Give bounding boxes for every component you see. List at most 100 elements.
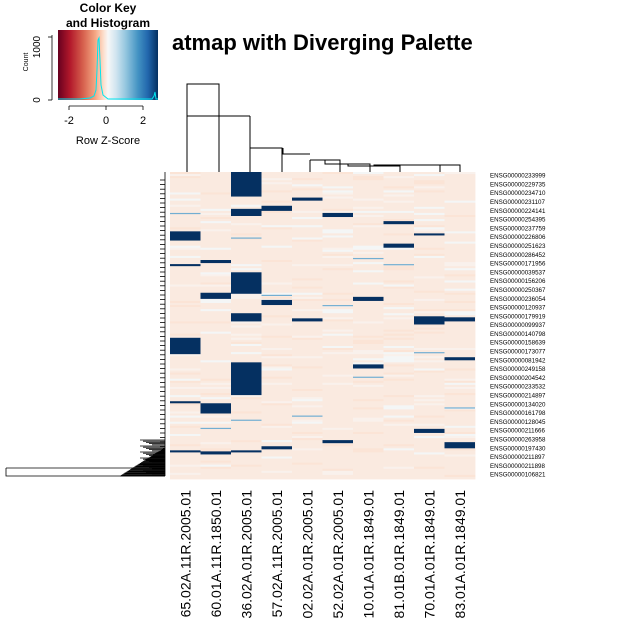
heatmap-cell	[170, 456, 201, 459]
row-label: ENSG00000081942	[490, 357, 546, 364]
heatmap-cell	[353, 417, 384, 421]
heatmap-cell	[170, 431, 201, 435]
heatmap-cell	[200, 241, 232, 245]
heatmap-cell	[261, 429, 293, 433]
heatmap-cell	[261, 268, 293, 271]
heatmap-cell	[231, 411, 262, 414]
heatmap-cell	[261, 227, 293, 230]
heatmap-cell	[353, 468, 384, 472]
row-dendrogram	[5, 172, 166, 477]
heatmap-cell	[200, 462, 232, 466]
heatmap-cell	[200, 384, 232, 388]
heatmap-cell	[231, 235, 262, 238]
heatmap-cell	[231, 221, 262, 224]
heatmap-high-block	[322, 440, 353, 444]
heatmap-cell	[292, 382, 323, 386]
row-label: ENSG00000286452	[490, 252, 546, 259]
heatmap-cell	[292, 397, 323, 400]
heatmap-cell	[200, 442, 232, 445]
heatmap-cell	[322, 196, 354, 200]
heatmap-cell	[292, 315, 323, 318]
heatmap-cell	[322, 417, 354, 421]
heatmap-cell	[383, 172, 415, 175]
heatmap-cell	[444, 298, 476, 302]
heatmap-cell	[261, 309, 293, 312]
heatmap-cell	[292, 190, 323, 193]
row-label: ENSG00000134020	[490, 401, 546, 408]
heatmap-cell	[231, 360, 262, 363]
heatmap-cell	[444, 388, 476, 392]
heatmap-cell	[322, 302, 354, 306]
heatmap-cell	[292, 411, 323, 414]
heatmap-cell	[353, 247, 384, 251]
heatmap-cell	[170, 313, 201, 316]
heatmap-cell	[322, 403, 354, 406]
heatmap-cell	[170, 411, 201, 414]
heatmap-cell	[353, 372, 384, 376]
heatmap-cell	[322, 296, 354, 300]
heatmap-cell	[353, 214, 384, 218]
heatmap-cell	[170, 274, 201, 277]
heatmap-cell	[414, 448, 445, 451]
heatmap-cell	[261, 235, 293, 238]
heatmap-cell	[383, 456, 415, 459]
heatmap-cell	[322, 276, 354, 279]
heatmap-cell	[322, 290, 354, 294]
heatmap-cell	[200, 358, 232, 361]
heatmap-cell	[383, 327, 415, 330]
heatmap-cell	[444, 419, 476, 423]
heatmap-cell	[322, 444, 354, 447]
heatmap-cell	[353, 386, 384, 390]
heatmap-cell	[322, 266, 354, 269]
heatmap-cell	[353, 202, 384, 206]
heatmap-cell	[200, 249, 232, 253]
heatmap-cell	[261, 294, 293, 298]
heatmap-cell	[170, 390, 201, 394]
heatmap-cell	[444, 251, 476, 255]
heatmap-cell	[200, 235, 232, 238]
heatmap-cell	[170, 388, 201, 392]
heatmap-cell	[322, 270, 354, 273]
heatmap-cell	[200, 341, 232, 345]
heatmap-cell	[414, 286, 445, 290]
heatmap-cell	[170, 476, 201, 480]
heatmap-cell	[200, 368, 232, 371]
heatmap-cell	[353, 266, 384, 269]
color-key-density-curve	[58, 36, 158, 100]
heatmap-cell	[170, 292, 201, 296]
heatmap-cell	[322, 329, 354, 333]
heatmap-cell	[322, 345, 354, 349]
heatmap-cell	[261, 217, 293, 220]
heatmap-cell	[261, 337, 293, 341]
heatmap-cell	[383, 438, 415, 441]
heatmap-high-block	[353, 296, 384, 301]
heatmap-cell	[261, 231, 293, 234]
heatmap-cell	[322, 241, 354, 245]
heatmap-cell	[414, 436, 445, 439]
heatmap-cell	[444, 425, 476, 429]
heatmap-cell	[353, 380, 384, 384]
row-label: ENSG00000140798	[490, 331, 546, 338]
heatmap-cell	[261, 386, 293, 390]
heatmap-cell	[322, 249, 354, 253]
heatmap-cell	[383, 405, 415, 408]
heatmap-cell	[353, 429, 384, 433]
heatmap-cell	[292, 395, 323, 398]
heatmap-cell	[353, 210, 384, 214]
heatmap-cell	[170, 354, 201, 357]
heatmap-cell	[231, 225, 262, 228]
heatmap-cell	[353, 239, 384, 242]
heatmap-cell	[322, 350, 354, 353]
heatmap-cell	[383, 450, 415, 453]
heatmap-cell	[444, 288, 476, 292]
column-labels: 65.02A.11R.2005.01 60.01A.11R.1850.01 36.0…	[177, 490, 468, 619]
heatmap-cell	[353, 192, 384, 195]
heatmap-cell	[322, 450, 354, 453]
heatmap-cell	[353, 176, 384, 179]
heatmap-cell	[292, 339, 323, 343]
heatmap-cell	[414, 272, 445, 275]
heatmap-cell	[292, 178, 323, 181]
heatmap-cell	[444, 229, 476, 232]
heatmap-cell	[231, 397, 262, 400]
heatmap-cell	[200, 337, 232, 341]
